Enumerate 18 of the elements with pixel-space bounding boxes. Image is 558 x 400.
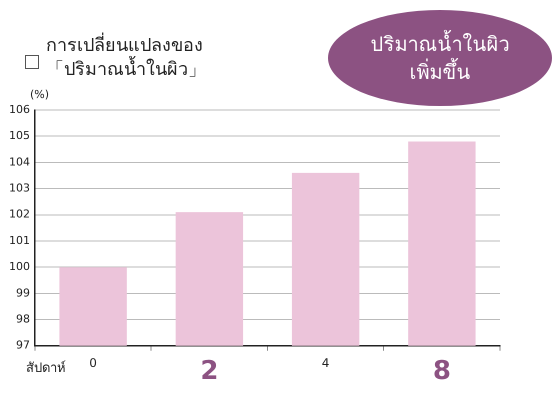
chart-title: การเปลี่ยนแปลงของ 「ปริมาณน้ำในผิว」 [46,34,207,82]
y-tick-label: 105 [8,129,30,142]
x-tick-label: 8 [432,356,451,386]
y-tick-label: 104 [8,155,30,168]
y-axis-title: (%) [30,88,50,101]
y-tick-label: 98 [16,312,30,326]
y-tick-label: 103 [8,181,30,194]
x-tick-label: 4 [322,356,330,370]
ellipse-badge: ปริมาณน้ำในผิว เพิ่มขึ้น [328,10,552,106]
y-tick-label: 106 [8,102,30,116]
y-tick-label: 101 [8,234,30,247]
y-tick-label: 97 [16,338,30,352]
x-tick-label: 0 [89,356,97,370]
y-tick-label: 102 [8,208,30,221]
x-axis-title: สัปดาห์ [26,360,66,378]
y-tick-label: 100 [8,260,30,274]
x-tick-label: 2 [200,356,218,386]
y-tick-label: 99 [16,286,30,300]
